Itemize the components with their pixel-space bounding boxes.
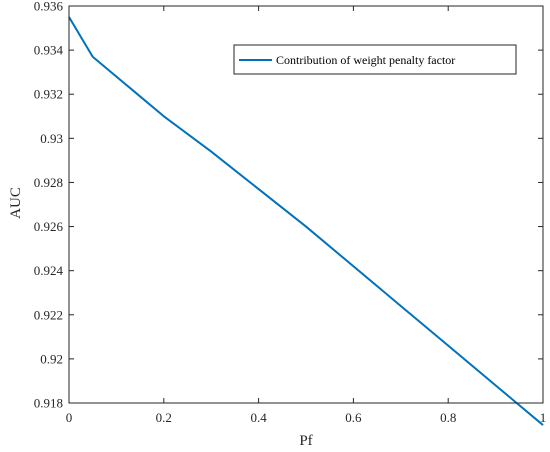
x-tick-label: 0.6 [345,410,362,425]
axes-box [68,5,544,404]
y-tick-label: 0.934 [34,43,64,58]
x-tick-label: 0.4 [250,410,267,425]
series-layer [68,16,544,426]
ticks-layer: 0 0.2 0.4 0.6 0.8 1 0.918 0.92 0.922 0.924 0.926 0.… [34,0,547,425]
x-tick-label: 0.2 [156,410,172,425]
y-tick-label: 0.926 [34,219,64,234]
axes-layer [68,5,544,404]
legend-label: Contribution of weight penalty factor [276,53,455,67]
x-tick-label: 0.8 [440,410,456,425]
y-tick-label: 0.92 [40,351,63,366]
series-line-0 [68,16,544,426]
y-tick-label: 0.928 [34,175,63,190]
x-tick-label: 0 [66,410,73,425]
y-tick-label: 0.932 [34,87,63,102]
y-tick-label: 0.936 [34,0,64,14]
legend: Contribution of weight penalty factor [233,44,517,75]
y-axis-title: AUC [8,187,24,219]
y-tick-label: 0.93 [40,131,63,146]
y-tick-label: 0.924 [34,263,64,278]
legend-box [233,44,517,75]
y-tick-label: 0.918 [34,396,63,411]
x-axis-title: Pf [299,433,312,449]
y-tick-label: 0.922 [34,307,63,322]
x-tick-label: 1 [540,410,547,425]
